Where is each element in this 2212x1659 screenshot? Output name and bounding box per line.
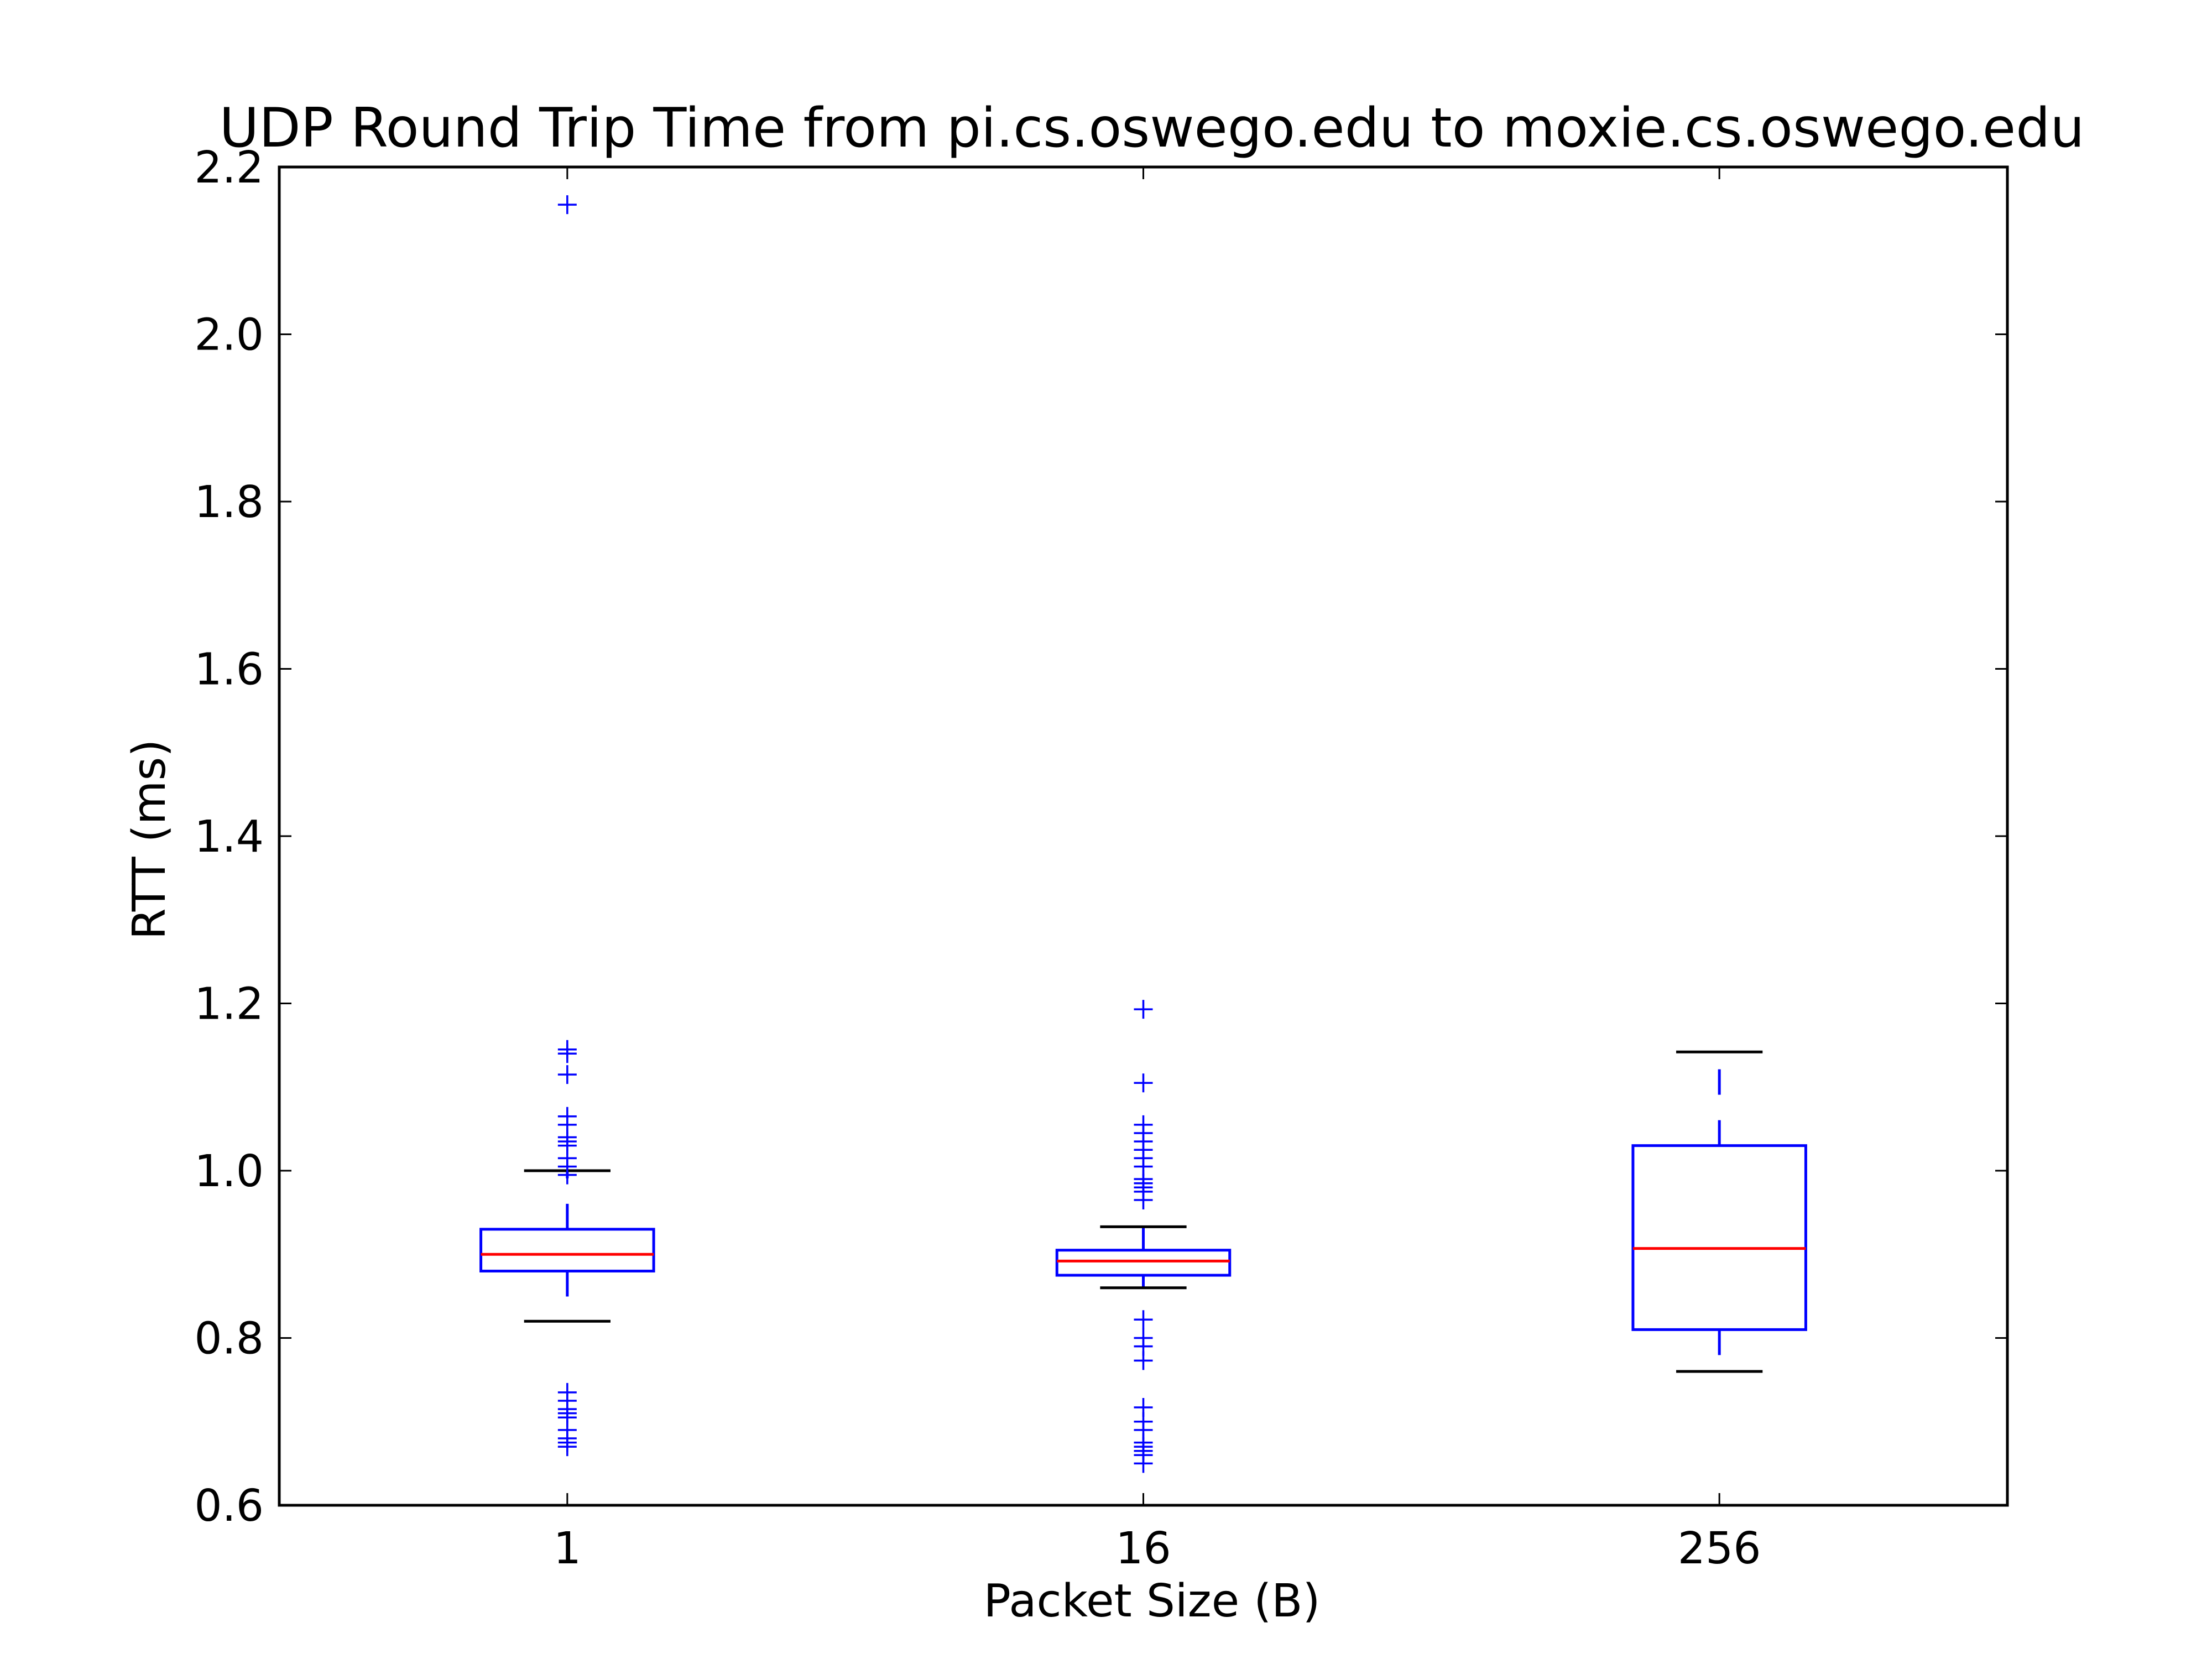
y-tick-label: 2.2 — [194, 142, 264, 193]
outlier-point — [1134, 1310, 1153, 1329]
outlier-point — [557, 1437, 577, 1457]
outlier-point — [557, 1044, 577, 1063]
box-16 — [1055, 1000, 1232, 1473]
iqr-box — [1055, 1249, 1232, 1277]
outlier-point — [1134, 1351, 1153, 1370]
outlier-point — [1134, 1000, 1153, 1019]
outlier-point — [557, 1065, 577, 1084]
x-tick-label: 1 — [554, 1523, 581, 1574]
y-tick-label: 1.6 — [194, 644, 264, 695]
y-tick-label: 2.0 — [194, 310, 264, 361]
y-tick-label: 1.2 — [194, 979, 264, 1030]
x-tick-label: 16 — [1115, 1523, 1171, 1574]
outlier-point — [1134, 1190, 1153, 1209]
y-tick-label: 1.8 — [194, 477, 264, 528]
plot-frame — [278, 165, 2009, 1507]
y-tick-label: 0.6 — [194, 1480, 264, 1531]
y-tick-label: 0.8 — [194, 1313, 264, 1364]
ticks-layer: 0.6 0.8 1.0 1.2 1.4 1.6 1.8 2.0 2.2 1 16 256 — [194, 142, 2007, 1574]
outlier-point — [557, 195, 577, 215]
boxes-layer — [479, 195, 1807, 1473]
x-tick-label: 256 — [1678, 1523, 1761, 1574]
iqr-box — [479, 1228, 655, 1272]
chart-title: UDP Round Trip Time from pi.cs.oswego.ed… — [219, 97, 2084, 160]
box-1 — [479, 195, 655, 1457]
y-tick-label: 1.0 — [194, 1146, 264, 1197]
box-256 — [1631, 1050, 1807, 1373]
y-axis-label: RTT (ms) — [123, 739, 176, 940]
iqr-box — [1631, 1144, 1807, 1331]
x-axis-label: Packet Size (B) — [984, 1575, 1321, 1627]
y-tick-label: 1.4 — [194, 811, 264, 862]
outlier-point — [1134, 1073, 1153, 1093]
outlier-point — [557, 1165, 577, 1185]
outlier-point — [1134, 1454, 1153, 1473]
